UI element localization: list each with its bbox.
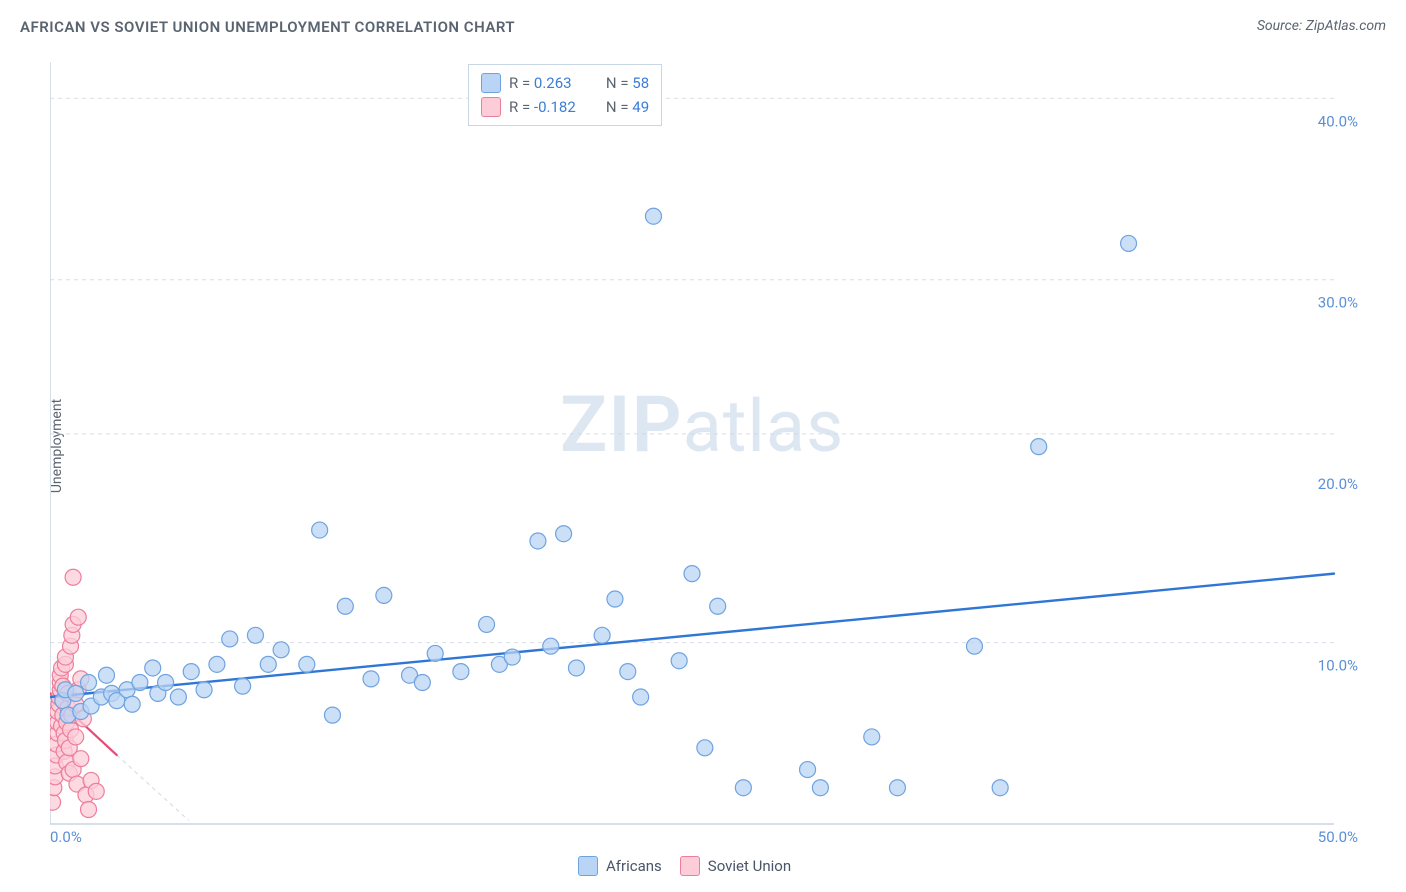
legend-row: R = 0.263N = 58 <box>481 71 649 95</box>
svg-text:10.0%: 10.0% <box>1318 657 1358 675</box>
correlation-legend: R = 0.263N = 58R = -0.182N = 49 <box>468 64 662 126</box>
svg-text:40.0%: 40.0% <box>1318 112 1358 130</box>
chart-title: AFRICAN VS SOVIET UNION UNEMPLOYMENT COR… <box>20 18 515 36</box>
series-legend-item: Africans <box>578 856 662 876</box>
legend-swatch <box>578 856 598 876</box>
series-legend-label: Africans <box>606 857 662 875</box>
svg-text:20.0%: 20.0% <box>1318 475 1358 493</box>
source-prefix: Source: <box>1257 18 1306 34</box>
series-legend-item: Soviet Union <box>680 856 791 876</box>
legend-stats: R = -0.182N = 49 <box>509 95 649 119</box>
svg-text:30.0%: 30.0% <box>1318 294 1358 312</box>
legend-swatch <box>680 856 700 876</box>
scatter-plot: 10.0% 20.0% 30.0% 40.0% 0.0% 50.0% <box>50 62 1360 842</box>
svg-text:50.0%: 50.0% <box>1318 828 1358 842</box>
legend-swatch <box>481 73 501 93</box>
series-legend: Africans Soviet Union <box>578 856 791 876</box>
legend-swatch <box>481 97 501 117</box>
series-legend-label: Soviet Union <box>708 857 791 875</box>
source-link[interactable]: ZipAtlas.com <box>1306 18 1386 34</box>
chart-container: AFRICAN VS SOVIET UNION UNEMPLOYMENT COR… <box>0 0 1406 892</box>
source-attribution: Source: ZipAtlas.com <box>1257 18 1386 34</box>
legend-stats: R = 0.263N = 58 <box>509 71 649 95</box>
legend-row: R = -0.182N = 49 <box>481 95 649 119</box>
svg-text:0.0%: 0.0% <box>50 828 82 842</box>
